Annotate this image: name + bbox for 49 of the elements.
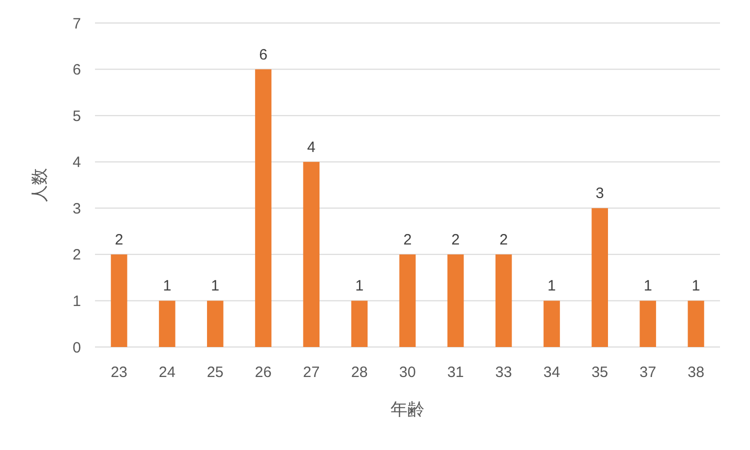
bar: [688, 300, 704, 347]
bar: [207, 300, 224, 347]
data-label: 3: [596, 185, 604, 202]
x-tick-label: 34: [543, 364, 560, 381]
bar: [544, 300, 560, 347]
data-label: 4: [307, 138, 316, 156]
y-tick-label: 5: [72, 108, 81, 125]
x-tick-label: 33: [495, 364, 512, 381]
bar: [447, 254, 464, 347]
y-tick-label: 6: [72, 62, 81, 79]
x-tick-label: 37: [640, 364, 656, 381]
bar: [592, 208, 608, 347]
data-label: 1: [548, 278, 556, 295]
data-label: 1: [211, 278, 220, 295]
y-tick-label: 4: [72, 154, 81, 172]
data-label: 2: [114, 231, 124, 248]
x-tick-label: 24: [158, 364, 176, 381]
data-label: 2: [499, 231, 508, 248]
bar: [110, 254, 128, 347]
x-tick-label: 38: [688, 364, 704, 381]
data-label: 1: [692, 278, 700, 295]
x-tick-label: 27: [303, 364, 320, 381]
x-tick-label: 25: [206, 364, 224, 381]
x-tick-label: 35: [591, 364, 608, 381]
x-tick-label: 28: [351, 364, 368, 381]
data-label: 1: [644, 278, 652, 295]
bar: [158, 300, 176, 347]
y-axis-title: 人数: [30, 168, 49, 202]
data-label: 2: [451, 231, 460, 248]
x-tick-label: 23: [110, 364, 128, 381]
y-tick-label: 7: [72, 15, 81, 32]
bar: [495, 254, 512, 347]
bar: [640, 300, 656, 347]
x-axis-title: 年齢: [390, 400, 424, 419]
data-label: 2: [403, 231, 412, 248]
y-tick-label: 1: [72, 292, 81, 310]
data-label: 1: [355, 278, 364, 295]
y-tick-label: 0: [72, 339, 81, 356]
bar: [351, 300, 368, 347]
bar: [303, 162, 320, 347]
bar: [399, 254, 416, 347]
y-tick-label: 3: [72, 200, 81, 218]
y-tick-label: 2: [72, 246, 81, 264]
x-tick-label: 31: [447, 364, 464, 381]
x-tick-label: 30: [399, 364, 416, 381]
data-label: 1: [162, 278, 172, 295]
x-tick-label: 26: [254, 364, 272, 381]
bar: [255, 69, 272, 347]
data-label: 6: [259, 46, 268, 64]
